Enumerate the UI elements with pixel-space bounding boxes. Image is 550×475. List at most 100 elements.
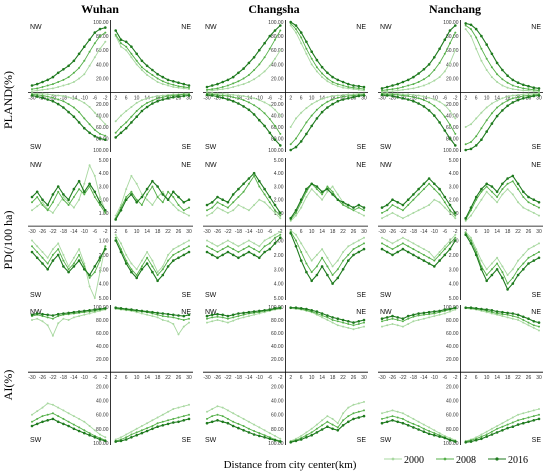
pd-100-ha-wuhan-point-south-2008 xyxy=(151,265,154,268)
ai-changsha-point-north-2016 xyxy=(352,321,355,324)
pd-100-ha-nanchang-point-north-2016 xyxy=(443,195,447,199)
pland-nanchang-point-south-2000 xyxy=(485,106,488,109)
pland-wuhan-point-north-2008 xyxy=(57,81,60,83)
pd-100-ha-nanchang-x-tick-label: -30 xyxy=(378,229,385,235)
pland-nanchang-point-south-2000 xyxy=(490,102,493,105)
ai-changsha-point-south-2008 xyxy=(211,415,214,418)
ai-wuhan-point-south-2008 xyxy=(156,422,159,425)
pland-nanchang-point-south-2000 xyxy=(517,93,520,96)
pland-wuhan-point-north-2000 xyxy=(62,84,65,87)
pland-nanchang-point-north-2000 xyxy=(386,90,389,93)
ai-nanchang-point-south-2008 xyxy=(417,425,420,427)
pland-nanchang-point-south-2016 xyxy=(427,109,431,112)
pland-wuhan-point-south-2016 xyxy=(182,94,186,98)
pd-100-ha-changsha-point-north-2000 xyxy=(263,201,266,204)
pd-100-ha-nanchang-x-tick-label: 30 xyxy=(536,229,542,235)
pland-wuhan-point-north-2016 xyxy=(114,29,117,32)
pland-wuhan-point-south-2008 xyxy=(51,96,54,99)
pd-100-ha-nanchang-point-south-2008 xyxy=(522,262,525,265)
ai-changsha-point-south-2000 xyxy=(206,410,208,413)
pd-100-ha-nanchang-point-north-2000 xyxy=(417,209,420,212)
ai-changsha-point-north-2008 xyxy=(211,316,214,319)
pland-nanchang-point-south-2000 xyxy=(422,95,425,98)
ai-nanchang-point-south-2008 xyxy=(428,430,431,432)
pd-100-ha-wuhan-point-north-2016 xyxy=(177,195,180,199)
pd-100-ha-changsha-point-north-2016 xyxy=(294,209,298,212)
ai-changsha-point-south-2008 xyxy=(352,412,355,415)
pland-changsha-point-north-2008 xyxy=(310,57,313,60)
ai-wuhan-x-tick-label: 26 xyxy=(176,375,182,381)
pd-100-ha-nanchang-point-north-2008 xyxy=(449,209,451,212)
pd-100-ha-changsha-point-south-2016 xyxy=(263,250,266,254)
ai-nanchang-point-south-2008 xyxy=(532,415,535,418)
pland-changsha-x-tick-label: 26 xyxy=(351,96,357,102)
ai-wuhan-point-south-2016 xyxy=(56,420,60,424)
pland-wuhan-point-north-2016 xyxy=(72,59,76,63)
pland-wuhan-point-north-2000 xyxy=(51,87,54,90)
ai-wuhan-point-south-2000 xyxy=(172,408,175,410)
pd-100-ha-nanchang-point-south-2000 xyxy=(438,251,441,253)
pland-changsha-point-south-2000 xyxy=(300,111,303,114)
ai-wuhan-point-south-2016 xyxy=(104,439,107,443)
ai-nanchang-point-south-2000 xyxy=(475,436,478,439)
ai-nanchang-point-north-2000 xyxy=(386,324,389,327)
pd-100-ha-wuhan-point-south-2016 xyxy=(135,276,138,280)
pland-nanchang-point-north-2000 xyxy=(454,49,457,52)
pd-100-ha-changsha-y-tick-label-top: 5.00 xyxy=(274,158,284,164)
ai-wuhan-point-north-2016 xyxy=(46,313,49,317)
pd-100-ha-nanchang-y-tick-label-bottom: 3.00 xyxy=(449,267,459,273)
ai-changsha-point-north-2016 xyxy=(216,312,219,316)
pland-nanchang-point-north-2016 xyxy=(427,63,431,66)
pland-changsha-point-north-2016 xyxy=(352,84,355,87)
pland-changsha-point-south-2000 xyxy=(258,99,261,102)
pd-100-ha-wuhan-point-north-2016 xyxy=(145,187,149,191)
pland-changsha-point-south-2008 xyxy=(226,95,229,97)
legend-marker-2008 xyxy=(443,457,447,461)
pd-100-ha-changsha-point-south-2008 xyxy=(310,271,313,274)
pd-100-ha-nanchang-point-north-2000 xyxy=(433,198,436,201)
ai-nanchang-point-north-2016 xyxy=(511,312,515,315)
pd-100-ha-changsha-point-north-2008 xyxy=(247,182,250,185)
ai-wuhan-x-tick-label: -22 xyxy=(49,375,56,381)
ai-nanchang-y-tick-label-top: 40.00 xyxy=(446,344,459,350)
pland-nanchang-point-north-2016 xyxy=(396,82,400,86)
pd-100-ha-wuhan-point-south-2008 xyxy=(41,256,44,259)
pd-100-ha-nanchang-point-north-2008 xyxy=(496,196,499,198)
pland-wuhan-point-north-2000 xyxy=(177,86,180,89)
ai-nanchang-point-north-2008 xyxy=(527,321,530,324)
pd-100-ha-nanchang-x-tick-label: -2 xyxy=(453,229,458,235)
pd-100-ha-nanchang-point-south-2016 xyxy=(448,247,452,251)
pland-wuhan-point-north-2016 xyxy=(83,45,86,48)
pland-nanchang-point-north-2000 xyxy=(417,86,420,88)
pd-100-ha-changsha-point-south-2000 xyxy=(310,259,313,262)
pd-100-ha-nanchang-point-north-2000 xyxy=(527,209,530,212)
ai-wuhan-point-north-2008 xyxy=(182,319,185,321)
ai-wuhan-point-south-2016 xyxy=(172,421,175,424)
pd-100-ha-wuhan-point-south-2000 xyxy=(140,259,143,262)
pland-wuhan-point-south-2008 xyxy=(161,96,164,99)
ai-nanchang-point-north-2016 xyxy=(516,313,520,317)
pland-nanchang-point-south-2016 xyxy=(433,114,436,117)
ai-changsha-point-south-2016 xyxy=(299,438,303,441)
pd-100-ha-nanchang-point-north-2000 xyxy=(470,214,472,217)
pland-changsha-point-north-2000 xyxy=(242,83,245,86)
pd-100-ha-wuhan-point-north-2016 xyxy=(35,190,39,194)
pd-100-ha-changsha-point-north-2000 xyxy=(206,214,208,217)
pland-changsha-point-south-2016 xyxy=(305,132,308,136)
ai-changsha-point-north-2000 xyxy=(226,321,229,324)
pland-nanchang-point-north-2016 xyxy=(385,85,389,89)
pd-100-ha-changsha-point-south-2016 xyxy=(299,259,303,262)
ai-nanchang-y-tick-label-top: 80.00 xyxy=(446,318,459,324)
pd-100-ha-changsha-point-south-2016 xyxy=(294,245,298,248)
ai-wuhan-point-south-2016 xyxy=(83,431,86,435)
pland-nanchang-point-south-2016 xyxy=(438,121,441,124)
ai-wuhan-point-south-2016 xyxy=(166,422,170,426)
pd-100-ha-changsha-point-north-2008 xyxy=(363,209,365,212)
pland-changsha-point-south-2000 xyxy=(279,114,282,117)
pd-100-ha-nanchang-y-tick-label-bottom: 4.00 xyxy=(449,282,459,288)
pland-wuhan-point-north-2008 xyxy=(167,82,170,85)
ai-wuhan-point-north-2016 xyxy=(104,307,107,310)
pland-changsha-x-tick-label: -30 xyxy=(203,96,210,102)
pland-nanchang-point-north-2008 xyxy=(412,83,415,86)
ai-nanchang-point-south-2008 xyxy=(527,416,530,419)
